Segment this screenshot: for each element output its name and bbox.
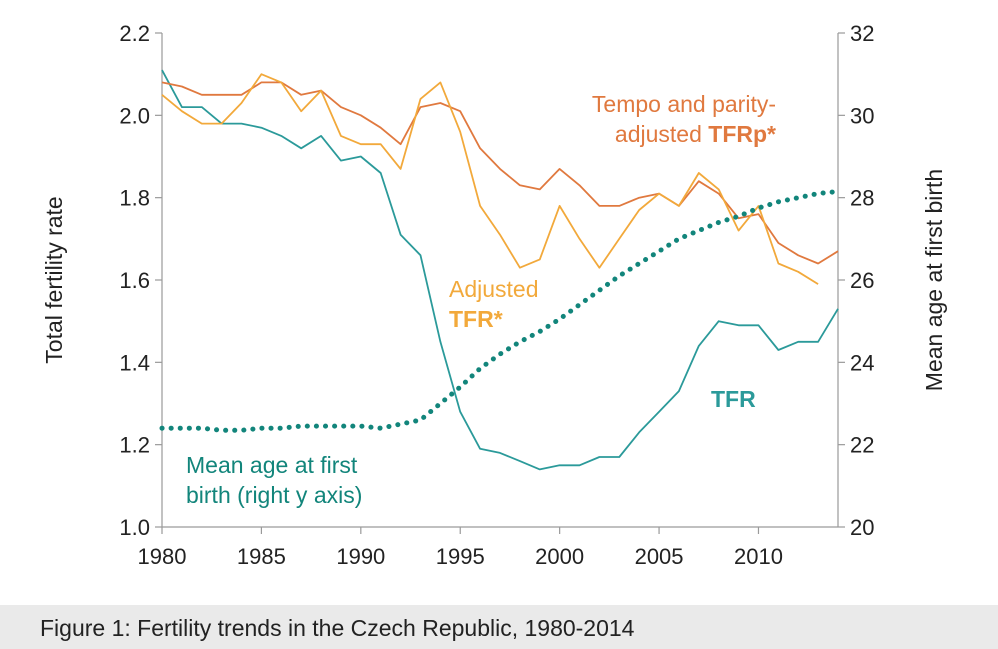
annotation-text: birth (right y axis) (186, 482, 362, 508)
annotation-tfr-line: TFR (711, 386, 756, 412)
y-tick-label: 1.6 (119, 268, 150, 293)
y2-tick-label: 32 (850, 21, 874, 46)
annotation-text: Adjusted (449, 276, 539, 302)
x-tick-label: 1985 (237, 544, 286, 569)
x-tick-label: 1980 (138, 544, 187, 569)
annotation-text: Mean age at first (186, 452, 358, 478)
figure-caption: Figure 1: Fertility trends in the Czech … (40, 615, 635, 641)
y-axis-title: Total fertility rate (41, 196, 67, 363)
annotation-mab-line: Mean age at first (186, 452, 358, 478)
y-tick-label: 2.2 (119, 21, 150, 46)
x-tick-label: 1990 (336, 544, 385, 569)
series-line-tfr (161, 69, 839, 471)
y2-tick-label: 28 (850, 186, 874, 211)
annotation-tfrp-line: adjusted TFRp* (615, 121, 776, 147)
annotation-text: TFR* (449, 306, 503, 332)
annotation-text: TFR (711, 386, 756, 412)
annotation-mab-line: birth (right y axis) (186, 482, 362, 508)
series-line-mean-age-at-first-birth-right-y-axis (159, 189, 841, 433)
annotation-adj-line: TFR* (449, 306, 503, 332)
annotation-text: TFRp* (708, 121, 776, 147)
caption-bar: Figure 1: Fertility trends in the Czech … (0, 605, 998, 649)
series-line-adjusted-tfr (161, 73, 819, 285)
y2-tick-label: 24 (850, 350, 874, 375)
y-tick-label: 2.0 (119, 103, 150, 128)
y-tick-label: 1.2 (119, 433, 150, 458)
y2-tick-label: 22 (850, 433, 874, 458)
annotation-tfrp-line: Tempo and parity- (592, 91, 776, 117)
y-tick-label: 1.4 (119, 350, 150, 375)
y2-axis-title: Mean age at first birth (921, 169, 947, 391)
x-tick-label: 2010 (734, 544, 783, 569)
y2-tick-label: 30 (850, 103, 874, 128)
annotation-text: adjusted (615, 121, 708, 147)
x-tick-label: 2005 (635, 544, 684, 569)
y2-tick-label: 26 (850, 268, 874, 293)
y2-tick-label: 20 (850, 515, 874, 540)
annotation-adj-line: Adjusted (449, 276, 539, 302)
y-tick-label: 1.0 (119, 515, 150, 540)
y-tick-label: 1.8 (119, 186, 150, 211)
annotation-text: Tempo and parity- (592, 91, 776, 117)
fertility-chart: 1.0 1.2 1.4 1.6 1.8 2.0 2.2 20 22 24 26 28 30 32 1980 1… (41, 21, 947, 569)
x-tick-label: 1995 (436, 544, 485, 569)
chart-area: 1.0 1.2 1.4 1.6 1.8 2.0 2.2 20 22 24 26 28 30 32 1980 1… (41, 21, 947, 569)
x-tick-label: 2000 (535, 544, 584, 569)
